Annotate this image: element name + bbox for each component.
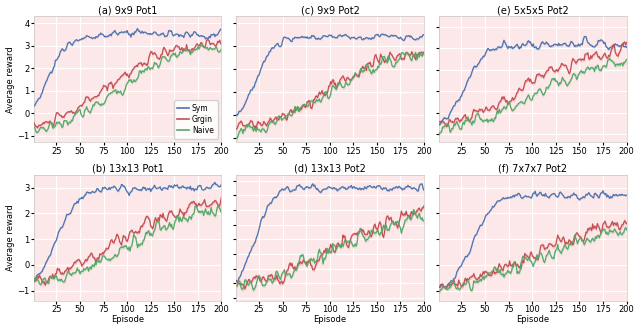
Title: (d) 13x13 Pot2: (d) 13x13 Pot2: [294, 164, 366, 174]
Title: (e) 5x5x5 Pot2: (e) 5x5x5 Pot2: [497, 6, 568, 16]
Title: (f) 7x7x7 Pot2: (f) 7x7x7 Pot2: [498, 164, 567, 174]
X-axis label: Episode: Episode: [516, 315, 549, 324]
Title: (a) 9x9 Pot1: (a) 9x9 Pot1: [98, 6, 157, 16]
X-axis label: Episode: Episode: [314, 315, 347, 324]
Title: (c) 9x9 Pot2: (c) 9x9 Pot2: [301, 6, 360, 16]
Y-axis label: Average reward: Average reward: [6, 205, 15, 271]
Y-axis label: Average reward: Average reward: [6, 46, 15, 113]
Legend: Sym, Grgin, Naive: Sym, Grgin, Naive: [173, 100, 218, 139]
X-axis label: Episode: Episode: [111, 315, 144, 324]
Title: (b) 13x13 Pot1: (b) 13x13 Pot1: [92, 164, 164, 174]
